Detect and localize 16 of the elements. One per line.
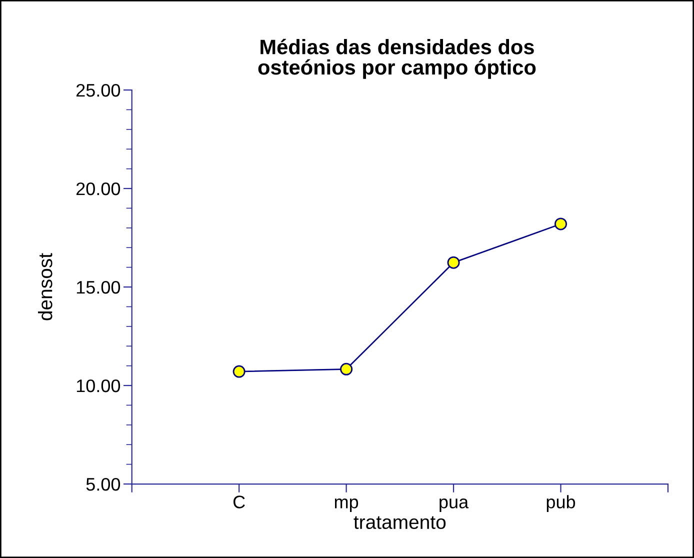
chart-title: Médias das densidades dos osteónios por campo óptico bbox=[258, 38, 536, 79]
y-tick-label: 10.00 bbox=[76, 379, 120, 392]
point bbox=[447, 256, 460, 269]
x-tick-label: C bbox=[233, 496, 245, 508]
y-tick-label: 5.00 bbox=[86, 478, 120, 491]
x-tick-label: pub bbox=[546, 495, 576, 512]
point bbox=[554, 218, 567, 230]
x-tick-label: pua bbox=[440, 498, 469, 512]
y-tick-label: 25.00 bbox=[76, 84, 120, 97]
y-tick-label: 15.00 bbox=[76, 280, 120, 294]
point bbox=[232, 365, 246, 378]
point bbox=[340, 362, 353, 376]
y-axis-title: densost bbox=[38, 253, 52, 320]
x-tick-label: mp bbox=[334, 498, 358, 512]
y-tick-label: 20.00 bbox=[76, 182, 120, 196]
x-axis-title: tratamento bbox=[354, 516, 446, 530]
